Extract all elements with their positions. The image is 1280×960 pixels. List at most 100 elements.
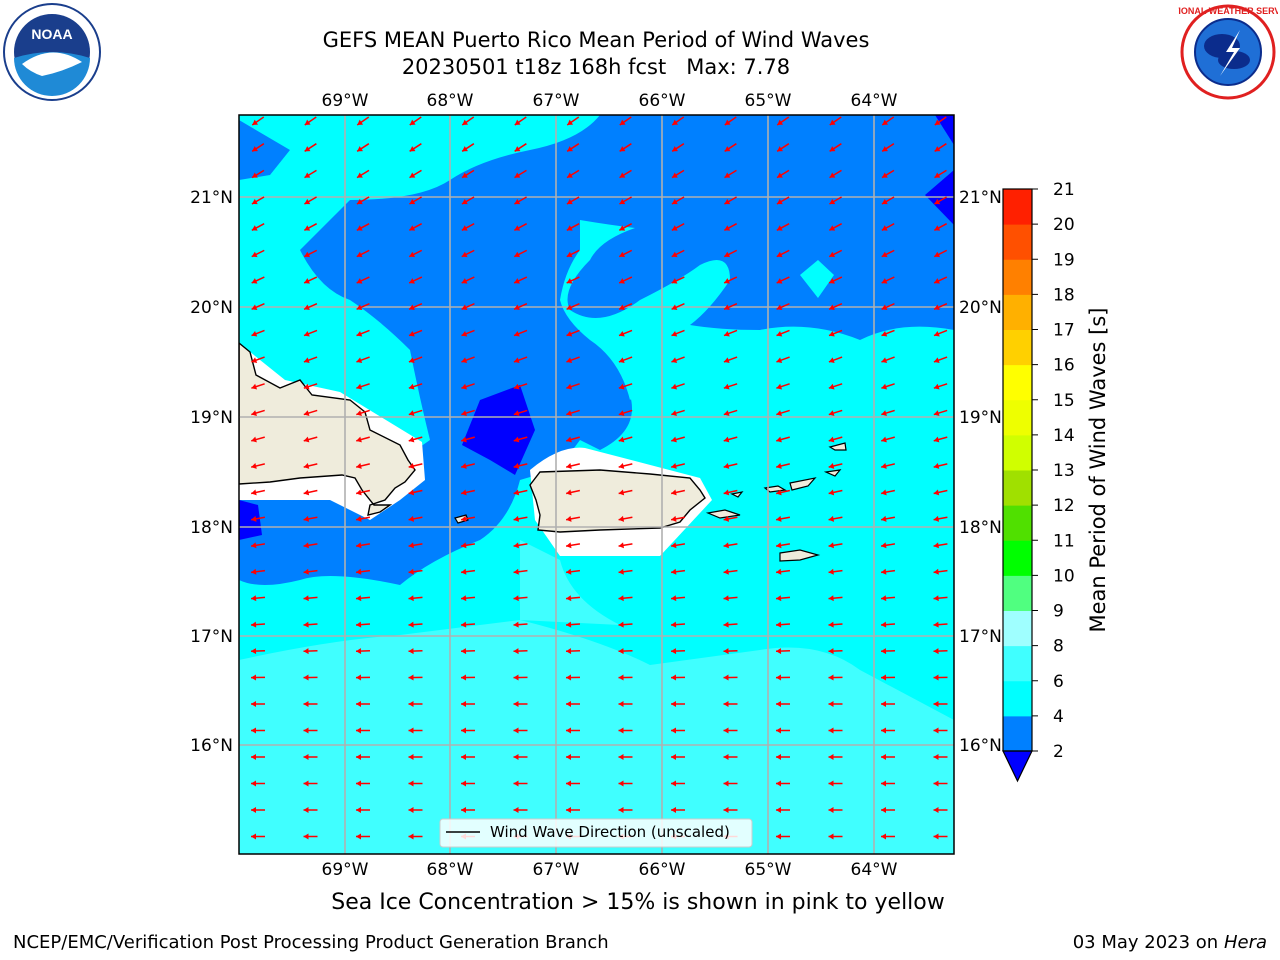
wind-arrow bbox=[671, 276, 685, 284]
lon-label-bottom: 66°W bbox=[639, 860, 686, 880]
wind-arrow bbox=[251, 116, 265, 126]
wind-arrow bbox=[934, 169, 947, 179]
noaa-logo-text: NOAA bbox=[31, 26, 72, 42]
lat-label-right: 20°N bbox=[959, 298, 1002, 318]
wind-arrow bbox=[776, 329, 790, 337]
colorbar-tick-label: 14 bbox=[1053, 426, 1075, 446]
wind-arrow bbox=[881, 833, 895, 840]
wind-arrow bbox=[356, 436, 370, 443]
wind-arrow bbox=[304, 143, 317, 152]
wind-arrow bbox=[303, 674, 318, 681]
wind-wave-direction-arrows bbox=[250, 116, 948, 840]
wind-arrow bbox=[303, 383, 318, 390]
colorbar-tick-label: 16 bbox=[1053, 356, 1075, 376]
wind-arrow bbox=[251, 169, 265, 179]
wind-arrow bbox=[513, 329, 528, 337]
wind-arrow bbox=[618, 409, 633, 416]
wind-arrow bbox=[251, 807, 265, 813]
wind-arrow bbox=[776, 143, 790, 152]
wind-arrow bbox=[723, 515, 738, 522]
wind-arrow bbox=[933, 249, 948, 258]
colorbar-tick-label: 12 bbox=[1053, 496, 1075, 516]
wind-arrow bbox=[828, 542, 843, 549]
wind-arrow bbox=[880, 674, 896, 681]
wind-arrow bbox=[355, 595, 371, 602]
wind-arrow bbox=[933, 223, 948, 231]
wind-arrow bbox=[408, 329, 423, 337]
wind-arrow bbox=[356, 780, 370, 787]
wind-arrow bbox=[671, 329, 685, 337]
wind-arrow bbox=[671, 383, 685, 390]
wind-arrow bbox=[618, 595, 633, 602]
wind-arrow bbox=[356, 754, 370, 760]
wind-arrow bbox=[513, 383, 528, 390]
lon-label-bottom: 67°W bbox=[533, 860, 580, 880]
wind-arrow bbox=[409, 196, 422, 205]
colorbar-segment bbox=[1003, 680, 1032, 717]
wind-arrow bbox=[565, 674, 581, 681]
wind-arrow bbox=[723, 780, 738, 787]
wind-arrow bbox=[828, 833, 843, 840]
wind-arrow bbox=[933, 568, 948, 575]
wind-arrow bbox=[460, 542, 476, 549]
map-frame bbox=[238, 114, 955, 855]
wind-arrow bbox=[408, 780, 423, 787]
wind-arrow bbox=[251, 463, 265, 469]
wind-arrow bbox=[671, 169, 685, 179]
wind-arrow bbox=[408, 674, 423, 681]
wind-arrow bbox=[776, 727, 790, 734]
colorbar-tick-label: 4 bbox=[1053, 707, 1064, 727]
footer-date-text: 03 May 2023 on bbox=[1072, 932, 1219, 953]
wind-arrow bbox=[513, 807, 528, 813]
wind-arrow bbox=[934, 196, 947, 205]
wind-arrow bbox=[461, 383, 475, 390]
lat-label-right: 18°N bbox=[959, 518, 1002, 538]
wind-arrow bbox=[723, 701, 738, 707]
wind-arrow bbox=[828, 489, 843, 496]
wind-arrow bbox=[880, 515, 896, 522]
wind-arrow bbox=[933, 515, 948, 522]
wind-arrow bbox=[933, 303, 948, 311]
colorbar-tick-label: 8 bbox=[1053, 637, 1064, 657]
wind-arrow bbox=[828, 648, 843, 655]
wind-arrow bbox=[618, 356, 633, 364]
wind-arrow bbox=[460, 648, 476, 655]
lat-label-left: 16°N bbox=[190, 736, 233, 756]
wind-arrow bbox=[251, 727, 265, 734]
wind-arrow bbox=[724, 196, 737, 205]
wind-arrow bbox=[355, 648, 371, 655]
wind-arrow bbox=[356, 356, 370, 364]
lon-label-bottom: 69°W bbox=[322, 860, 369, 880]
wind-arrow bbox=[618, 436, 633, 443]
wind-arrow bbox=[409, 116, 422, 126]
wind-arrow bbox=[776, 833, 790, 840]
wind-arrow bbox=[775, 595, 791, 602]
wind-arrow bbox=[513, 568, 528, 575]
wind-arrow bbox=[513, 303, 528, 311]
wind-arrow bbox=[408, 223, 423, 231]
wind-arrow bbox=[670, 568, 686, 575]
wind-arrow bbox=[514, 196, 527, 205]
wind-arrow bbox=[356, 701, 370, 707]
wind-arrow bbox=[828, 701, 843, 707]
wind-arrow bbox=[881, 807, 895, 813]
wind-arrow bbox=[828, 329, 843, 337]
wind-arrow bbox=[461, 807, 475, 813]
wind-arrow bbox=[881, 169, 895, 179]
wind-arrow bbox=[670, 542, 686, 549]
wind-arrow bbox=[566, 701, 580, 707]
wind-arrow bbox=[618, 542, 633, 549]
lat-label-left: 20°N bbox=[190, 298, 233, 318]
wind-arrow bbox=[881, 143, 895, 152]
wind-arrow bbox=[250, 515, 266, 522]
map-plot-area bbox=[239, 115, 954, 854]
wind-arrow bbox=[881, 436, 895, 443]
wind-arrow bbox=[618, 223, 633, 231]
colorbar-segment bbox=[1003, 434, 1032, 471]
colorbar-tick-label: 19 bbox=[1053, 250, 1075, 270]
wind-arrow bbox=[881, 754, 895, 760]
wind-arrow bbox=[514, 169, 527, 179]
wind-arrow bbox=[513, 621, 528, 628]
wind-arrow bbox=[880, 489, 896, 496]
wind-arrow bbox=[619, 143, 632, 152]
